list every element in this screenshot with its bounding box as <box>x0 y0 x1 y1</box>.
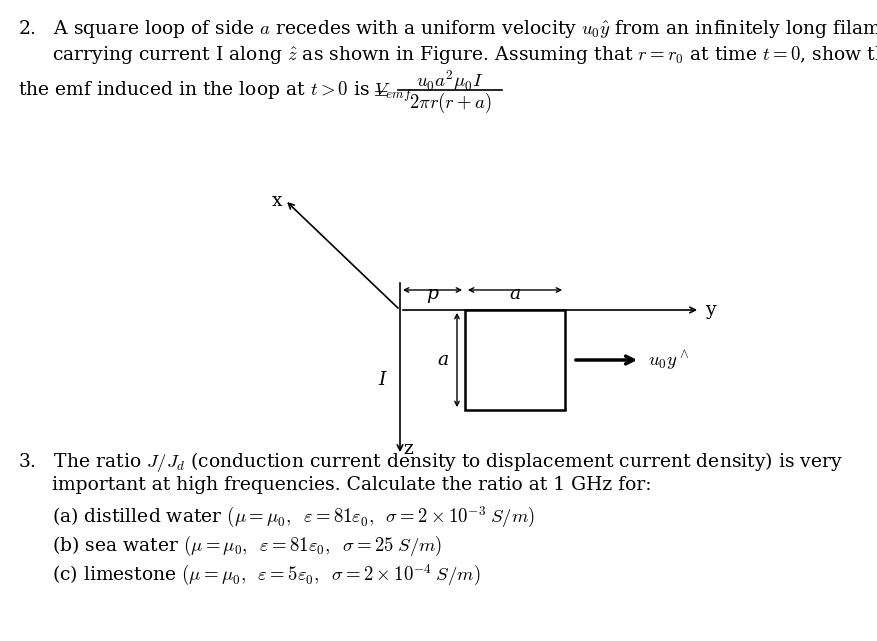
Text: y: y <box>705 301 716 319</box>
Text: a: a <box>438 351 449 369</box>
Text: 2.   A square loop of side $a$ recedes with a uniform velocity $u_0\hat{y}$ from: 2. A square loop of side $a$ recedes wit… <box>18 18 877 40</box>
Text: p: p <box>426 285 438 303</box>
Text: $2\pi r(r+a)$: $2\pi r(r+a)$ <box>409 91 491 115</box>
Text: $=$: $=$ <box>370 83 389 101</box>
Text: x: x <box>272 192 282 210</box>
Text: carrying current I along $\hat{z}$ as shown in Figure. Assuming that $r= r_0$ at: carrying current I along $\hat{z}$ as sh… <box>52 44 877 66</box>
Text: $u_0 y^\wedge$: $u_0 y^\wedge$ <box>648 348 689 372</box>
Text: (b) sea water $(\mu = \mu_0,\;\; \varepsilon = 81\varepsilon_0,\;\; \sigma = 25\: (b) sea water $(\mu = \mu_0,\;\; \vareps… <box>52 534 442 558</box>
Text: (c) limestone $(\mu = \mu_0,\;\; \varepsilon = 5\varepsilon_0,\;\; \sigma = 2\ti: (c) limestone $(\mu = \mu_0,\;\; \vareps… <box>52 563 481 588</box>
Text: important at high frequencies. Calculate the ratio at 1 GHz for:: important at high frequencies. Calculate… <box>52 476 652 494</box>
Text: I: I <box>379 371 386 389</box>
Text: z: z <box>403 440 413 458</box>
Text: a: a <box>510 285 521 303</box>
Text: the emf induced in the loop at $t > 0$ is $V_{emf}$: the emf induced in the loop at $t > 0$ i… <box>18 80 413 104</box>
Text: (a) distilled water $(\mu = \mu_0,\;\; \varepsilon = 81\varepsilon_0,\;\; \sigma: (a) distilled water $(\mu = \mu_0,\;\; \… <box>52 505 535 530</box>
Text: $u_0 a^2\mu_0 I$: $u_0 a^2\mu_0 I$ <box>417 68 484 93</box>
Bar <box>465 310 565 410</box>
Text: 3.   The ratio $J/J_d$ (conduction current density to displacement current densi: 3. The ratio $J/J_d$ (conduction current… <box>18 450 843 474</box>
